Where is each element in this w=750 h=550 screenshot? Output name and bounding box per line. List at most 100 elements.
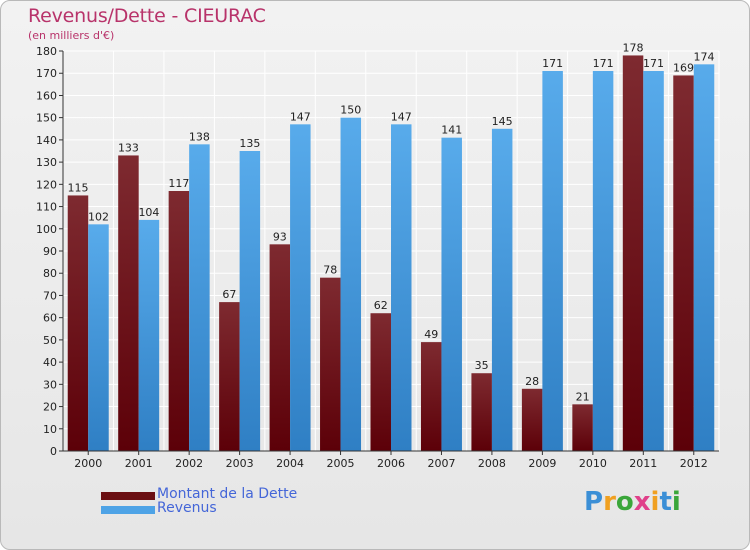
bar-revenus	[189, 144, 210, 452]
data-label: 178	[623, 41, 644, 54]
data-label: 150	[340, 104, 361, 117]
data-label: 117	[168, 177, 189, 190]
bar-dette	[471, 373, 492, 451]
x-tick-label: 2010	[579, 457, 607, 470]
bar-dette	[118, 155, 139, 451]
y-tick-label: 70	[43, 289, 57, 302]
legend-swatch-revenus	[101, 506, 155, 514]
y-tick-label: 160	[36, 89, 57, 102]
x-tick-label: 2006	[377, 457, 405, 470]
data-label: 49	[424, 328, 438, 341]
bar-dette	[370, 313, 391, 451]
bar-revenus	[340, 117, 362, 452]
x-tick-label: 2005	[327, 457, 355, 470]
y-tick-label: 180	[36, 45, 57, 58]
bar-revenus	[542, 71, 563, 451]
x-tick-label: 2009	[528, 457, 556, 470]
x-tick-label: 2007	[427, 457, 455, 470]
y-tick-label: 60	[43, 312, 57, 325]
data-label: 135	[239, 137, 260, 150]
data-label: 104	[138, 206, 159, 219]
y-tick-label: 30	[43, 378, 57, 391]
data-label: 21	[576, 390, 590, 403]
legend-swatch-dette	[101, 492, 155, 500]
data-label: 138	[189, 130, 210, 143]
bar-revenus	[643, 71, 664, 451]
data-label: 147	[391, 110, 412, 123]
y-tick-label: 90	[43, 245, 57, 258]
data-label: 78	[323, 264, 337, 277]
data-label: 145	[492, 115, 513, 128]
bars	[67, 55, 715, 452]
data-label: 115	[67, 181, 88, 194]
logo-letter: x	[633, 487, 651, 517]
logo-letter: o	[615, 487, 634, 517]
y-tick-label: 0	[50, 445, 57, 458]
x-tick-label: 2012	[680, 457, 708, 470]
x-tick-label: 2011	[629, 457, 657, 470]
y-tick-label: 80	[43, 267, 57, 280]
logo-letter: i	[671, 487, 681, 517]
bar-revenus	[391, 124, 412, 451]
y-tick-label: 140	[36, 134, 57, 147]
y-tick-label: 170	[36, 67, 57, 80]
legend-label-revenus: Revenus	[157, 500, 217, 516]
data-label: 102	[88, 210, 109, 223]
bar-dette	[219, 302, 240, 451]
y-tick-label: 130	[36, 156, 57, 169]
y-tick-label: 120	[36, 178, 57, 191]
bar-revenus	[138, 219, 160, 451]
bar-dette	[673, 75, 694, 451]
x-tick-label: 2008	[478, 457, 506, 470]
bar-dette	[320, 277, 341, 451]
bar-dette	[67, 195, 89, 451]
bar-dette	[572, 404, 593, 451]
y-tick-label: 100	[36, 223, 57, 236]
bar-revenus	[88, 224, 109, 451]
chart-title: Revenus/Dette - CIEURAC	[28, 5, 266, 27]
logo-letter: r	[603, 487, 616, 517]
x-tick-label: 2003	[226, 457, 254, 470]
data-label: 93	[273, 230, 287, 243]
data-label: 35	[475, 359, 489, 372]
logo-letter: P	[584, 487, 604, 517]
data-label: 133	[118, 141, 139, 154]
bar-dette	[420, 342, 442, 451]
bar-revenus	[290, 124, 311, 451]
x-tick-label: 2001	[125, 457, 153, 470]
data-label: 67	[222, 288, 236, 301]
y-tick-label: 20	[43, 401, 57, 414]
data-label: 141	[441, 124, 462, 137]
axes: 0 10 20 30 40 50 60 70 80 90 100 110 120 130 140 150 160…	[36, 45, 719, 470]
data-label: 171	[542, 57, 563, 70]
data-label: 171	[593, 57, 614, 70]
data-label: 147	[290, 110, 311, 123]
data-label: 62	[374, 299, 388, 312]
x-tick-label: 2002	[175, 457, 203, 470]
data-label: 171	[643, 57, 664, 70]
y-tick-label: 40	[43, 356, 57, 369]
bar-revenus	[441, 137, 462, 451]
data-label: 28	[525, 375, 539, 388]
y-tick-label: 50	[43, 334, 57, 347]
y-tick-label: 10	[43, 423, 57, 436]
x-tick-label: 2000	[74, 457, 102, 470]
logo-letter: i	[650, 487, 660, 517]
proxiti-logo: Proxiti	[584, 487, 681, 517]
data-label: 174	[694, 50, 715, 63]
bar-revenus	[693, 64, 715, 452]
data-label: 169	[673, 61, 694, 74]
x-tick-label: 2004	[276, 457, 304, 470]
legend-label-dette: Montant de la Dette	[157, 486, 298, 502]
y-tick-label: 150	[36, 112, 57, 125]
y-tick-label: 110	[36, 201, 57, 214]
bar-dette	[622, 55, 644, 451]
bar-dette	[168, 191, 190, 451]
bar-dette	[269, 244, 291, 451]
chart-subtitle: (en milliers d'€)	[28, 29, 115, 42]
logo-letter: t	[659, 487, 672, 517]
bar-revenus	[592, 71, 614, 451]
bar-dette	[521, 388, 543, 451]
